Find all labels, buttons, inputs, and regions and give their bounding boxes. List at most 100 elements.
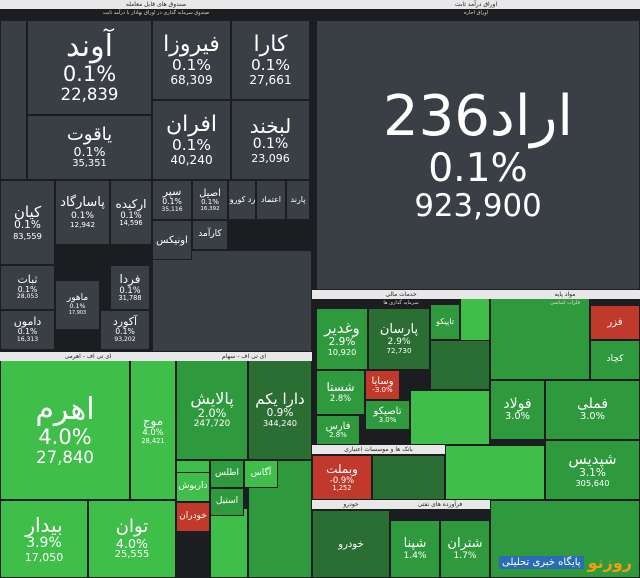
tile-name: وبملت xyxy=(326,461,358,476)
tile: کیان 0.1% 83,559 xyxy=(0,180,55,265)
tile-name: تاصیکو xyxy=(373,405,402,417)
tile-name: شپنا xyxy=(403,535,427,551)
tile: فردا 0.1% 31,788 xyxy=(110,265,150,310)
tile-change: 2.8% xyxy=(329,430,347,439)
tile-volume: 17,050 xyxy=(24,550,64,564)
tile-volume: 27,661 xyxy=(249,72,292,87)
tile-change: 1.4% xyxy=(403,551,427,562)
tile-name: شستا xyxy=(326,380,355,395)
tile: اعتماد xyxy=(256,180,286,220)
tile-name: پارند xyxy=(290,194,306,204)
tile: تاصیکو 3.0% xyxy=(365,400,410,430)
tile-volume: 28,053 xyxy=(16,293,39,301)
tile-change: 4.0% xyxy=(116,535,148,551)
tile-name: پاسارگاد xyxy=(60,195,105,211)
tile-name: ثبات xyxy=(17,272,38,286)
tile-volume: 35,116 xyxy=(161,205,183,213)
tile: استیل xyxy=(210,488,244,516)
tile-volume: 35,351 xyxy=(72,157,107,169)
section-subtitle: صندوق سرمایه گذاری در اوراق بهادار با در… xyxy=(102,10,210,16)
tile: شپدیس 3.1% 305,640 xyxy=(545,440,640,500)
tile-name: افران xyxy=(165,111,218,137)
section: اهرم 4.0% 27,840 موج 4.0% 28,421 بیدار 3.9% 17,0… xyxy=(0,352,176,578)
blank-tile xyxy=(445,445,545,500)
tile-change: 0.1% xyxy=(162,197,182,207)
tile-name: اونیکس xyxy=(156,234,188,246)
tile-volume: 247,720 xyxy=(193,419,231,430)
tile: کارا 0.1% 27,661 xyxy=(231,20,310,100)
section-title: ای تی اف - سهام xyxy=(176,352,312,361)
tile-change: 3.0% xyxy=(580,411,605,423)
tile: کارآمد xyxy=(192,220,228,250)
tile-change: 1.7% xyxy=(453,551,477,562)
tile: پاسارگاد 0.1% 12,942 xyxy=(55,180,110,245)
tile-change: 4.0% xyxy=(38,424,92,449)
tile: سپر 0.1% 35,116 xyxy=(152,180,192,220)
tile-name: اهرم xyxy=(35,391,95,427)
tile-volume: 93,202 xyxy=(114,335,136,343)
tile-volume: 16,392 xyxy=(200,206,220,213)
tile-name: داموں xyxy=(13,315,42,329)
tile: خودران xyxy=(176,502,210,532)
tile: افران 0.1% 40,240 xyxy=(152,100,231,180)
blank-tile xyxy=(210,508,248,578)
tile-volume: 25,555 xyxy=(114,549,150,561)
section-subtitle: سرمایه گذاری ها xyxy=(383,300,419,306)
blank-tile xyxy=(372,455,445,500)
tile-name: آوند xyxy=(66,29,113,65)
tile-name: زمرد کوروش xyxy=(229,194,256,204)
tile-change: 0.1% xyxy=(115,327,135,337)
section: آوند 0.1% 22,839 فیروزا 0.1% 68,309 کارا 0.1% 27… xyxy=(0,0,312,352)
tile-name: فارس xyxy=(325,420,351,432)
tile: لبخند 0.1% 23,096 xyxy=(231,100,310,180)
tile: وبملت -0.9% 1,252 xyxy=(312,455,372,500)
tile: شستا 2.8% xyxy=(316,370,365,415)
tile: شپنا 1.4% xyxy=(390,520,440,578)
tile-name: دارا یکم xyxy=(255,390,305,409)
tile: شتران 1.7% xyxy=(440,520,490,578)
tile-change: 0.1% xyxy=(62,62,117,87)
tile-name: خودرو xyxy=(338,538,364,550)
tile: اهرم 4.0% 27,840 xyxy=(0,360,130,500)
blank-tile xyxy=(430,340,490,390)
section: وبملت -0.9% 1,252 بانک ها و موسسات اعتباری xyxy=(312,445,445,500)
section-title: اوراق درآمد ثابت xyxy=(312,0,640,9)
tile-name: اراد236 xyxy=(383,83,573,149)
tile-name: تاپیکو xyxy=(436,316,454,326)
tile-name: پالایش xyxy=(190,389,234,409)
tile-change: 2.9% xyxy=(387,337,411,348)
section: وغدیر 2.9% 10,920 پارسان 2.9% 72,730 تاپیکو شست… xyxy=(312,290,490,445)
tile-change: 2.8% xyxy=(329,393,352,404)
tile-volume: 17,903 xyxy=(68,309,87,316)
tile-name: ماهور xyxy=(66,292,89,303)
tile-volume: 23,096 xyxy=(251,151,290,165)
tile-change: 3.9% xyxy=(26,535,62,552)
section-title: فرآورده های نفتی xyxy=(390,500,490,509)
tile-name: داریوش xyxy=(178,481,208,492)
tile-change: -0.9% xyxy=(329,474,355,485)
tile: آگاس xyxy=(244,460,278,488)
tile-name: فولاد xyxy=(503,395,532,412)
tile-change: 3.0% xyxy=(378,415,397,424)
tile: تاپیکو xyxy=(430,304,460,340)
tile: داموں 0.1% 16,313 xyxy=(0,310,55,350)
tile-name: توان xyxy=(115,515,149,537)
tile-name: اطلس xyxy=(214,468,240,479)
tile-change: -3.0% xyxy=(372,385,393,394)
tile-name: کارآمد xyxy=(198,229,222,240)
tile-name: ارکیده xyxy=(115,196,147,211)
tile-change: 0.1% xyxy=(73,144,106,160)
blank-tile xyxy=(0,20,27,180)
tile-change: 0.1% xyxy=(69,302,86,310)
section-title: مواد پایه xyxy=(490,290,640,299)
tile: موج 4.0% 28,421 xyxy=(130,360,176,500)
tile-change: 3.0% xyxy=(505,411,530,423)
tile-name: وسایا xyxy=(371,375,394,387)
tile-change: 0.1% xyxy=(17,284,38,294)
tile: ماهور 0.1% 17,903 xyxy=(55,280,100,330)
tile-name: استیل xyxy=(215,496,239,507)
tile-name: فملی xyxy=(576,395,609,412)
tile-change: 3.1% xyxy=(579,466,606,479)
tile: بیدار 3.9% 17,050 xyxy=(0,500,88,578)
tile-volume: 72,730 xyxy=(386,346,412,356)
